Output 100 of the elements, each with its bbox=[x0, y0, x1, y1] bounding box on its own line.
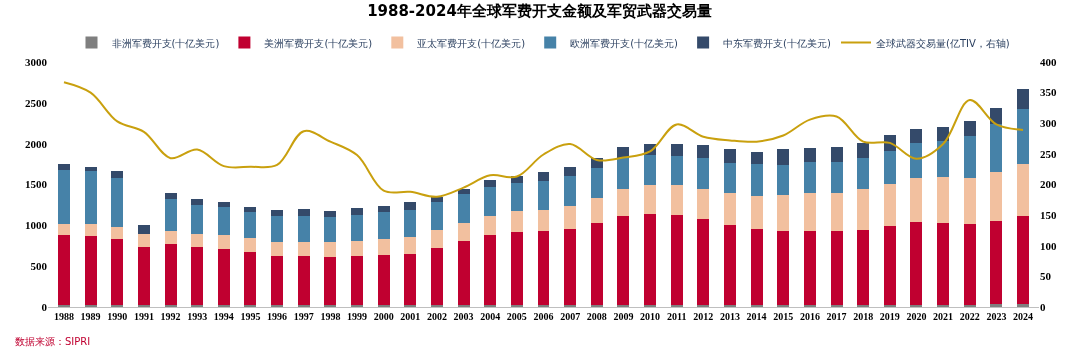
bar bbox=[217, 235, 230, 250]
y-tick-label: 2500 bbox=[25, 96, 48, 109]
x-tick-label: 1989 bbox=[80, 311, 101, 322]
bar bbox=[271, 215, 284, 242]
y2-tick-label: 200 bbox=[1040, 178, 1057, 191]
bar bbox=[910, 222, 923, 305]
bar bbox=[830, 161, 843, 193]
x-tick-label: 2016 bbox=[799, 311, 820, 322]
bar bbox=[590, 222, 603, 305]
bar bbox=[510, 182, 523, 212]
bar bbox=[217, 201, 230, 207]
y-tick-label: 2000 bbox=[25, 137, 48, 150]
y2-tick-label: 100 bbox=[1040, 239, 1057, 252]
bar bbox=[990, 303, 1003, 307]
bar bbox=[430, 248, 443, 306]
bar bbox=[164, 199, 177, 232]
bar bbox=[377, 254, 390, 306]
x-tick-label: 1990 bbox=[107, 311, 128, 322]
bar bbox=[750, 151, 763, 165]
bar bbox=[244, 252, 257, 306]
bar bbox=[963, 120, 976, 137]
bar bbox=[57, 235, 70, 306]
x-tick-label: 2013 bbox=[719, 311, 740, 322]
bar bbox=[377, 239, 390, 255]
x-tick-label: 2007 bbox=[560, 311, 581, 322]
bar bbox=[111, 239, 124, 306]
x-tick-label: 2010 bbox=[640, 311, 661, 322]
y2-tick-label: 150 bbox=[1040, 208, 1057, 221]
bar bbox=[564, 176, 577, 206]
x-tick-label: 2012 bbox=[693, 311, 714, 322]
bar bbox=[297, 215, 310, 242]
bar bbox=[963, 177, 976, 224]
bar bbox=[430, 230, 443, 249]
y2-tick-label: 250 bbox=[1040, 147, 1057, 160]
x-tick-label: 2011 bbox=[666, 311, 687, 322]
bar bbox=[271, 241, 284, 256]
bar bbox=[910, 142, 923, 178]
bar bbox=[484, 186, 497, 216]
bar bbox=[191, 233, 204, 247]
bar bbox=[457, 222, 470, 241]
y-tick-label: 500 bbox=[30, 260, 48, 273]
x-tick-label: 1988 bbox=[53, 311, 74, 322]
x-tick-label: 1992 bbox=[160, 311, 181, 322]
bar bbox=[164, 231, 177, 245]
bar bbox=[910, 177, 923, 223]
x-tick-label: 1995 bbox=[240, 311, 261, 322]
bar bbox=[377, 212, 390, 240]
x-tick-label: 2023 bbox=[986, 311, 1007, 322]
y-tick-label: 1500 bbox=[25, 178, 48, 191]
bar bbox=[1017, 108, 1030, 165]
bar bbox=[191, 204, 204, 234]
bar bbox=[937, 177, 950, 223]
bar bbox=[484, 180, 497, 187]
y-tick-label: 1000 bbox=[25, 219, 48, 232]
bar bbox=[697, 218, 710, 305]
bar bbox=[644, 155, 657, 186]
bar bbox=[937, 141, 950, 178]
bar bbox=[750, 164, 763, 196]
y2-tick-label: 400 bbox=[1040, 55, 1057, 68]
x-tick-label: 2005 bbox=[506, 311, 527, 322]
bar bbox=[883, 151, 896, 184]
bar bbox=[217, 249, 230, 306]
bar bbox=[271, 255, 284, 306]
x-tick-label: 1998 bbox=[320, 311, 341, 322]
bar bbox=[564, 166, 577, 177]
bar bbox=[111, 171, 124, 178]
bar bbox=[324, 210, 337, 218]
bar bbox=[244, 212, 257, 239]
bar bbox=[670, 214, 683, 305]
bar bbox=[697, 188, 710, 219]
bar bbox=[164, 192, 177, 200]
x-tick-label: 1996 bbox=[267, 311, 288, 322]
x-tick-label: 2024 bbox=[1013, 311, 1034, 322]
x-tick-label: 2019 bbox=[879, 311, 900, 322]
bar bbox=[377, 205, 390, 213]
x-tick-label: 1994 bbox=[213, 311, 234, 322]
x-tick-label: 2002 bbox=[426, 311, 447, 322]
bar bbox=[324, 217, 337, 243]
bar bbox=[750, 195, 763, 230]
bar bbox=[1017, 303, 1030, 307]
bar bbox=[57, 223, 70, 236]
bar bbox=[404, 253, 417, 306]
y2-tick-label: 50 bbox=[1040, 270, 1052, 283]
bar bbox=[484, 235, 497, 306]
bar bbox=[351, 240, 364, 257]
bar bbox=[723, 149, 736, 164]
bar bbox=[137, 247, 150, 306]
bar bbox=[404, 209, 417, 237]
x-tick-label: 1993 bbox=[187, 311, 208, 322]
bar bbox=[883, 183, 896, 227]
bar bbox=[457, 240, 470, 306]
bar bbox=[830, 146, 843, 162]
bar bbox=[324, 257, 337, 306]
x-tick-label: 2009 bbox=[613, 311, 634, 322]
bar bbox=[244, 238, 257, 253]
bar bbox=[697, 158, 710, 189]
x-tick-label: 2020 bbox=[906, 311, 927, 322]
x-tick-label: 2018 bbox=[853, 311, 874, 322]
bar bbox=[537, 181, 550, 210]
bar bbox=[830, 231, 843, 305]
